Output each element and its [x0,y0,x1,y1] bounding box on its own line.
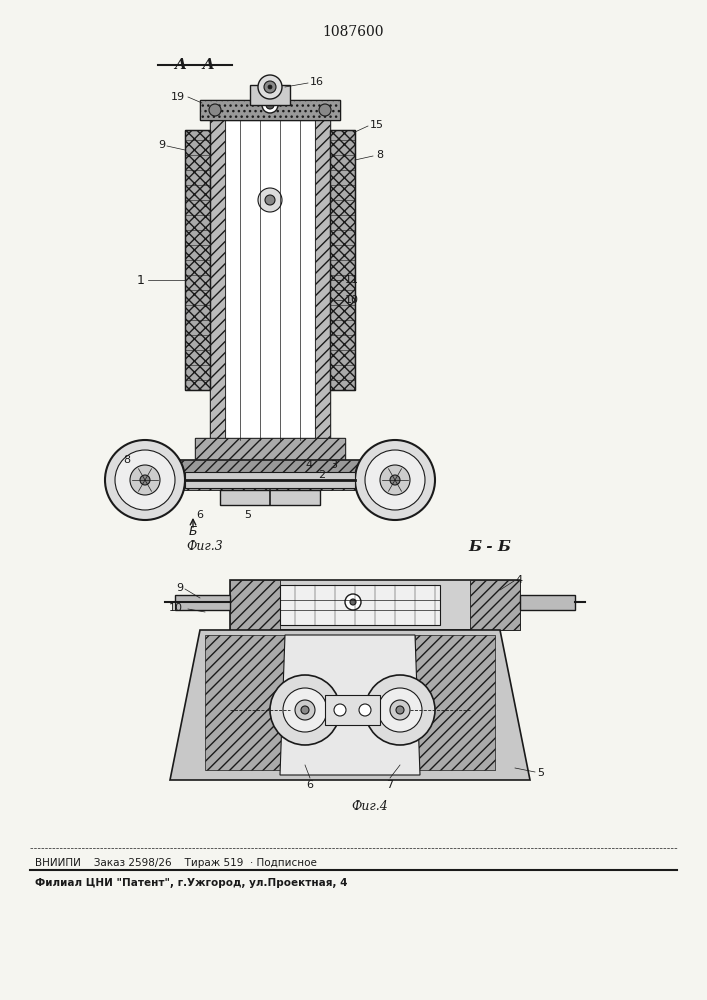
Bar [195,438,345,463]
Circle shape [350,599,356,605]
Text: Филиал ЦНИ "Патент", г.Ужгород, ул.Проектная, 4: Филиал ЦНИ "Патент", г.Ужгород, ул.Проек… [35,878,348,888]
Text: Б: Б [189,525,197,538]
Circle shape [345,594,361,610]
Text: 9: 9 [158,140,165,150]
Bar [210,110,225,450]
Text: 19: 19 [171,92,185,102]
Circle shape [365,450,425,510]
Bar [230,580,280,630]
Text: 1: 1 [137,273,145,286]
Bar [250,85,290,105]
Circle shape [319,104,331,116]
Circle shape [390,700,410,720]
Circle shape [270,675,340,745]
Bar [470,580,520,630]
Circle shape [105,440,185,520]
Polygon shape [170,630,530,780]
Circle shape [258,75,282,99]
Circle shape [264,81,276,93]
Circle shape [390,475,400,485]
Text: 15: 15 [370,120,384,130]
Text: 8: 8 [376,150,383,160]
Bar [160,460,380,490]
Bar [230,580,520,630]
Text: Б - Б: Б - Б [469,540,511,554]
Circle shape [262,97,278,113]
Bar [160,460,380,490]
Circle shape [380,465,410,495]
Bar [185,130,210,390]
Circle shape [295,700,315,720]
Circle shape [258,188,282,212]
Text: A - A: A - A [175,58,216,72]
Bar [315,110,330,450]
Bar [195,438,345,463]
Circle shape [359,704,371,716]
Circle shape [209,104,221,116]
Circle shape [301,706,309,714]
Circle shape [265,195,275,205]
Bar [200,100,340,120]
Text: Фиг.3: Фиг.3 [187,540,223,553]
Bar [200,100,340,120]
Polygon shape [280,635,420,775]
Text: 7: 7 [387,780,394,790]
Circle shape [378,688,422,732]
Bar [280,585,440,625]
Text: ВНИИПИ    Заказ 2598/26    Тираж 519  · Подписное: ВНИИПИ Заказ 2598/26 Тираж 519 · Подписн… [35,858,317,868]
Text: 1087600: 1087600 [322,25,384,39]
Bar [330,130,355,390]
Bar [325,695,380,725]
Bar [210,110,330,450]
Circle shape [268,85,272,89]
Bar [185,130,210,390]
Bar [220,490,320,505]
Text: 11: 11 [345,275,359,285]
Text: 4: 4 [515,575,522,585]
Circle shape [266,101,274,109]
Circle shape [115,450,175,510]
Bar [185,472,355,488]
Bar [225,120,315,440]
Circle shape [140,475,150,485]
Bar [520,595,575,610]
Circle shape [365,675,435,745]
Circle shape [396,706,404,714]
Text: 5: 5 [537,768,544,778]
Circle shape [130,465,160,495]
Text: 9: 9 [176,583,183,593]
Text: 2: 2 [318,470,325,480]
Text: 6: 6 [307,780,313,790]
Text: 4: 4 [305,460,312,470]
Text: 3: 3 [330,460,337,470]
Circle shape [334,704,346,716]
Bar [175,595,230,610]
Circle shape [283,688,327,732]
Text: 10: 10 [169,603,183,613]
Bar [330,130,355,390]
Bar [205,635,285,770]
Circle shape [355,440,435,520]
Text: 5: 5 [245,510,252,520]
Text: Фиг.4: Фиг.4 [351,800,388,813]
Text: 10: 10 [345,295,359,305]
Text: 6: 6 [197,510,204,520]
Bar [415,635,495,770]
Text: 16: 16 [310,77,324,87]
Text: 8: 8 [123,455,130,465]
